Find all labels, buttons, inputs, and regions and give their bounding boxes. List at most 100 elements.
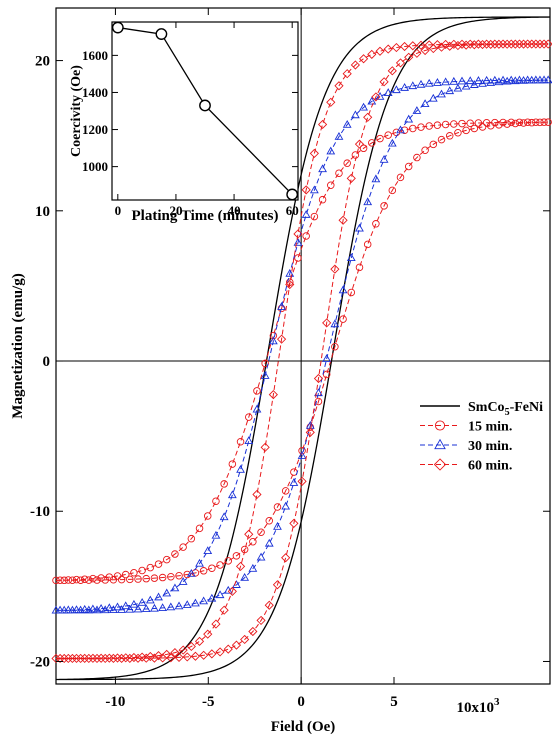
data-point-diamond	[174, 652, 184, 662]
data-point-triangle	[256, 552, 266, 561]
data-point-circle	[404, 162, 413, 171]
data-point-diamond	[133, 653, 143, 663]
inset-background	[111, 21, 299, 201]
data-point-triangle	[162, 588, 172, 597]
data-point-triangle	[338, 285, 348, 294]
main-curves	[51, 16, 552, 681]
data-point-triangle	[268, 336, 278, 345]
data-point-circle	[491, 118, 499, 127]
data-point-triangle	[236, 464, 245, 473]
data-point-triangle	[412, 106, 422, 114]
data-point-circle	[253, 387, 261, 395]
inset-y-tick-label: 1600	[82, 48, 108, 63]
data-point-circle	[425, 122, 433, 130]
data-point-diamond	[199, 650, 209, 660]
data-point-triangle	[474, 76, 483, 84]
data-point-circle	[121, 570, 130, 579]
data-point-circle	[409, 124, 417, 133]
data-point-triangle	[260, 371, 270, 379]
main-plot-frame	[55, 7, 551, 685]
data-point-triangle	[383, 88, 393, 96]
data-point-circle	[327, 181, 335, 190]
x-tick-label: 0	[297, 694, 305, 710]
data-point-diamond	[412, 48, 422, 58]
data-point-circle	[396, 173, 405, 182]
data-point-diamond	[281, 553, 291, 563]
data-point-triangle	[387, 138, 397, 147]
data-point-circle	[511, 119, 520, 128]
data-point-diamond	[473, 39, 484, 49]
data-point-triangle	[367, 96, 377, 105]
data-point-diamond	[182, 652, 192, 662]
data-point-diamond	[387, 66, 397, 76]
series-m15	[52, 118, 552, 585]
data-point-circle	[441, 120, 450, 129]
data-point-circle	[265, 517, 274, 525]
data-point-triangle	[342, 120, 352, 128]
legend-item-m30: 30 min.	[420, 438, 512, 454]
data-point-diamond	[252, 489, 262, 500]
data-point-circle	[187, 534, 196, 543]
data-point-triangle	[400, 83, 410, 91]
data-point-circle	[368, 139, 376, 147]
data-point-circle	[245, 413, 253, 421]
data-point-diamond	[338, 215, 348, 225]
data-point-circle	[281, 487, 290, 495]
inset-y-axis-label: Coercivity (Oe)	[69, 65, 84, 157]
data-point-circle	[167, 573, 175, 581]
data-point-triangle	[350, 110, 360, 119]
data-point-diamond	[326, 97, 336, 107]
data-point-triangle	[396, 125, 405, 134]
data-point-diamond	[342, 69, 352, 79]
data-point-triangle	[445, 86, 455, 95]
data-point-triangle	[371, 174, 381, 183]
data-point-circle	[359, 144, 368, 153]
data-point-triangle	[314, 388, 323, 397]
x-tick-label: -5	[202, 694, 215, 710]
data-point-circle	[478, 123, 487, 131]
data-point-diamond	[539, 39, 549, 49]
data-point-diamond	[240, 634, 250, 645]
data-point-diamond	[420, 45, 430, 56]
data-point-circle	[228, 460, 237, 468]
inset-x-ticks: 0 20 40 60	[115, 22, 299, 218]
data-point-diamond	[153, 651, 164, 661]
data-point-diamond	[71, 653, 82, 664]
data-point-triangle	[297, 451, 307, 459]
data-point-diamond	[391, 42, 401, 53]
data-point-circle	[179, 543, 187, 551]
data-point-triangle	[227, 490, 237, 499]
series-sm	[55, 16, 551, 681]
data-point-diamond	[510, 39, 520, 49]
data-point-circle	[532, 118, 540, 126]
data-point-diamond	[129, 652, 139, 663]
inset-y-ticks: 1000 1200 1400 1600	[82, 48, 298, 174]
y-tick-label: 10	[35, 204, 50, 220]
data-point-diamond	[404, 52, 414, 62]
data-point-triangle	[150, 603, 159, 612]
data-point-diamond	[63, 653, 73, 664]
data-point-triangle	[359, 102, 368, 111]
data-point-triangle	[498, 75, 508, 84]
data-point-circle	[130, 569, 138, 577]
data-point-circle	[351, 151, 360, 159]
data-point-triangle	[465, 76, 475, 85]
data-point-triangle	[433, 78, 442, 86]
data-point-diamond	[55, 653, 65, 664]
data-point-triangle	[113, 602, 122, 611]
data-point-triangle	[199, 596, 209, 605]
data-point-triangle	[322, 354, 332, 362]
data-point-diamond	[395, 58, 406, 68]
data-point-diamond	[211, 619, 221, 629]
data-point-diamond	[137, 652, 147, 662]
data-point-circle	[109, 576, 118, 584]
data-point-circle	[421, 146, 429, 155]
data-point-triangle	[391, 85, 401, 94]
data-point-circle	[72, 575, 81, 584]
data-point-circle	[445, 132, 454, 140]
data-point-diamond	[535, 39, 545, 49]
y-tick-label: -20	[30, 654, 50, 670]
data-point-triangle	[281, 501, 291, 510]
data-point-circle	[146, 563, 155, 572]
data-point-diamond	[96, 653, 106, 663]
